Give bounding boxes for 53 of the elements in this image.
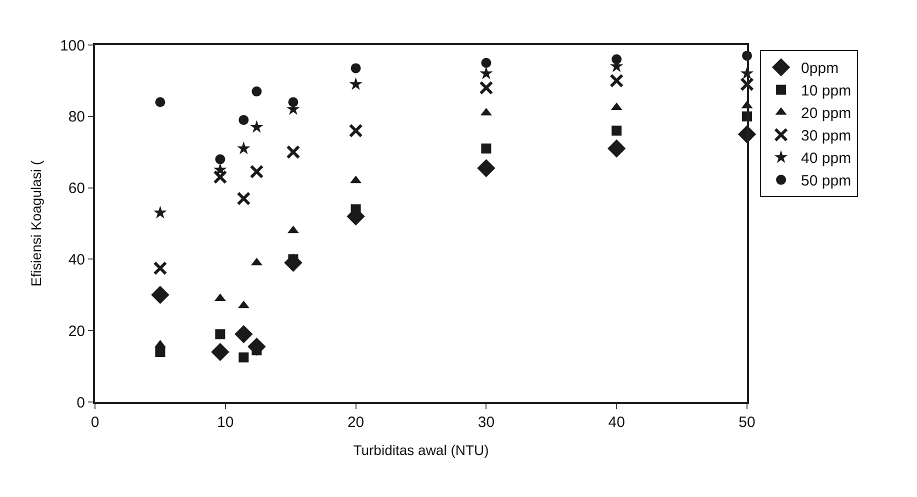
point [213,170,228,184]
y-axis-title: Efisiensi Koagulasi ( [28,160,44,287]
x-tick-label: 50 [738,414,756,431]
legend-label: 10 ppm [801,82,852,100]
legend-label: 20 ppm [801,105,852,122]
y-tick-label: 40 [68,251,85,268]
point [215,154,226,164]
point [349,77,362,90]
point [612,54,622,64]
point [480,66,493,80]
point [154,206,167,218]
point [155,97,166,108]
point [236,192,251,206]
x-axis-title: Turbiditas awal (NTU) [353,442,489,458]
point [252,86,262,96]
point [286,145,300,160]
point [740,77,754,92]
point [155,347,166,358]
point [238,114,249,125]
legend-label: 30 ppm [801,128,852,145]
point [481,144,492,154]
y-tick-label: 0 [76,394,85,412]
point [612,126,622,136]
point [477,159,496,178]
x-tick-label: 30 [478,414,495,431]
legend-label: 50 ppm [801,172,852,190]
point [238,352,249,362]
point [479,80,494,95]
legend-label: 40 ppm [801,150,852,168]
point [234,325,253,344]
point [250,164,264,179]
point [215,329,226,340]
point [348,124,363,138]
y-tick-label: 100 [60,37,85,54]
point [608,139,626,158]
point [214,162,227,176]
point [481,58,492,68]
point [288,97,298,108]
x-tick-label: 10 [217,414,234,431]
y-tick-label: 80 [68,108,85,126]
y-tick-label: 60 [68,180,85,198]
legend-label: 0ppm [801,60,839,78]
point [350,63,361,74]
x-tick-label: 0 [90,414,100,431]
point [151,286,170,304]
point [211,342,230,362]
point [610,74,624,88]
x-tick-label: 40 [608,414,625,431]
point [153,261,168,276]
point [237,142,250,154]
y-tick-label: 20 [68,322,85,340]
x-tick-label: 20 [347,414,364,431]
point [250,120,264,133]
